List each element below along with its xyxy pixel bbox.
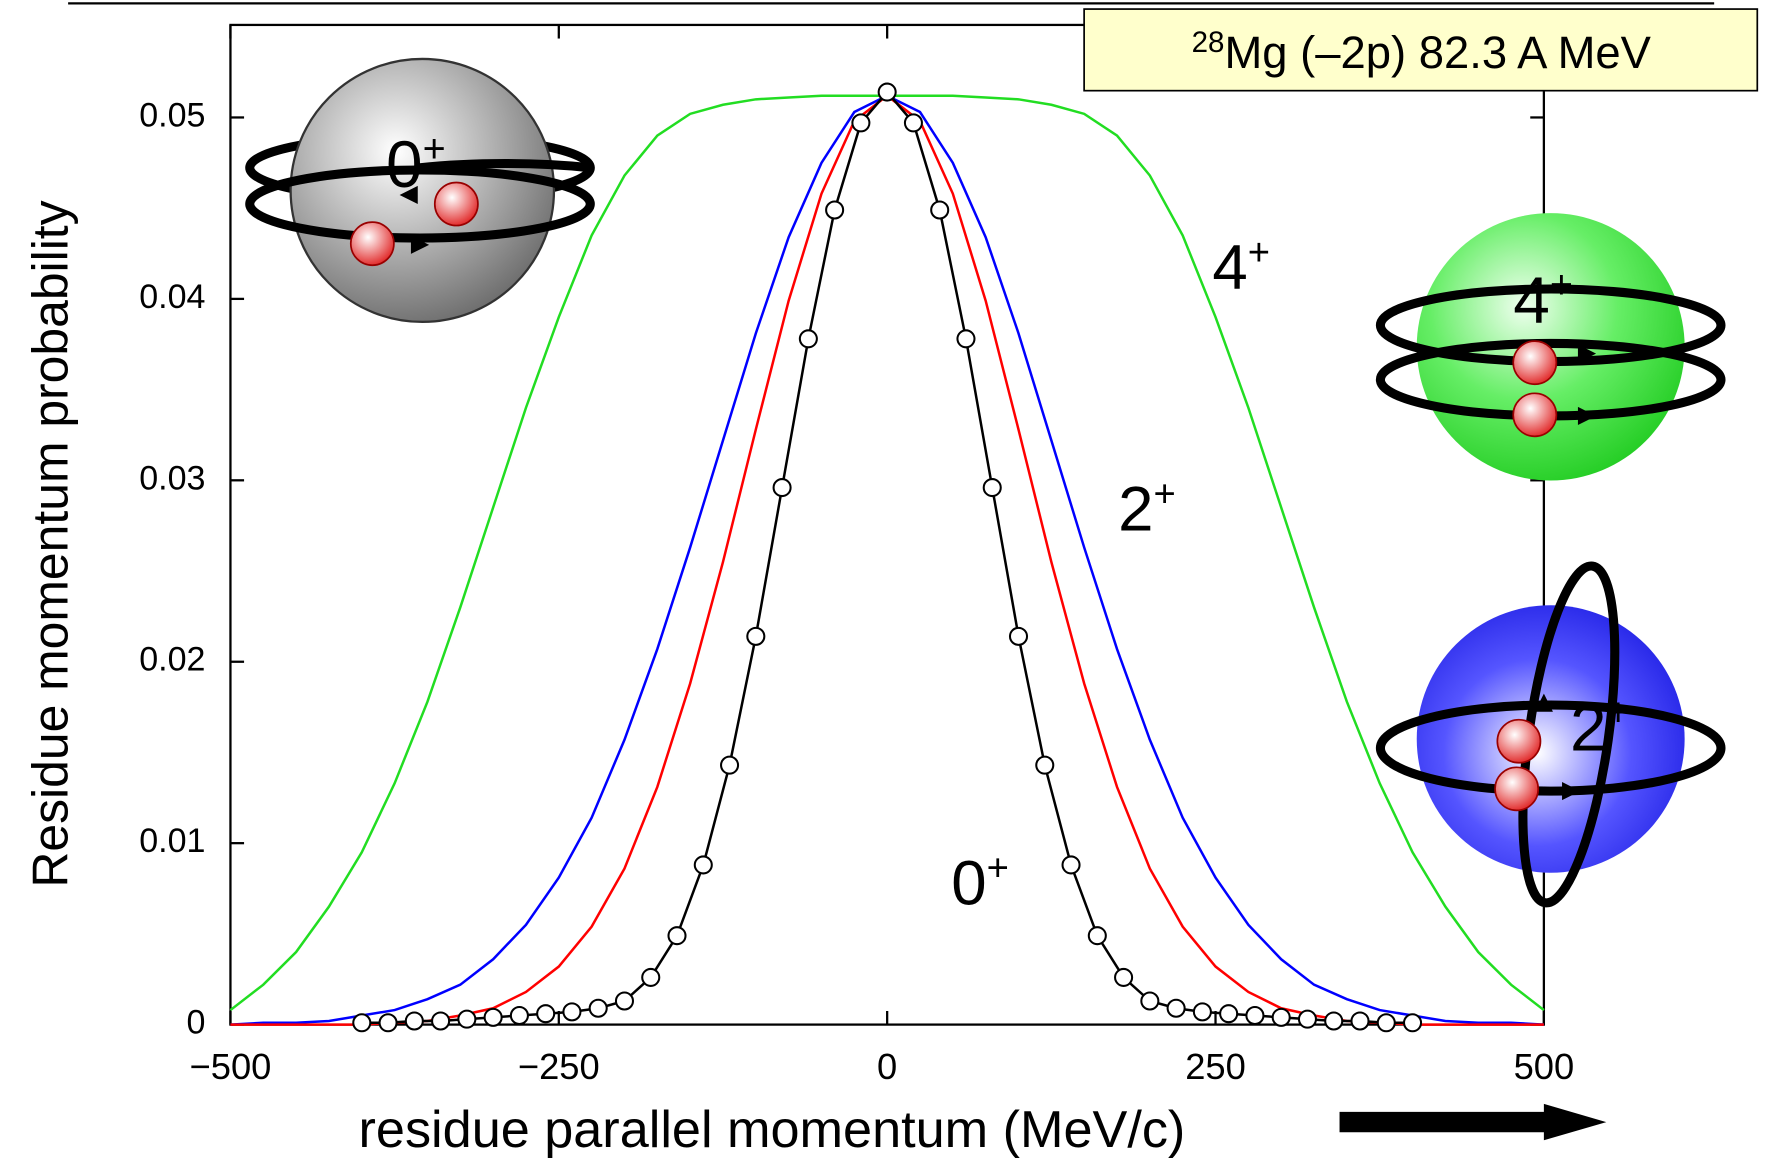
data-point xyxy=(798,329,818,349)
title-text: Mg (–2p) 82.3 A MeV xyxy=(1224,27,1651,78)
icon-label: 0+ xyxy=(386,127,446,201)
icon-label-text: 2 xyxy=(1570,690,1607,764)
orbit xyxy=(419,158,591,173)
data-point xyxy=(1219,1004,1239,1024)
data-point xyxy=(457,1009,477,1029)
data-point xyxy=(667,926,687,946)
proton xyxy=(1512,340,1558,386)
proton xyxy=(433,181,479,227)
orbit-arrow xyxy=(1577,344,1597,426)
data-point xyxy=(1350,1011,1370,1031)
data-point xyxy=(1271,1007,1291,1027)
data-point xyxy=(720,755,740,775)
proton xyxy=(1494,766,1540,812)
data-point xyxy=(588,998,608,1018)
curve-annotation: 0+ xyxy=(951,847,1009,918)
curve-annotation: 2+ xyxy=(1118,473,1176,544)
proton xyxy=(349,221,395,267)
icon-label-superscript: + xyxy=(1607,690,1630,734)
plot-marks xyxy=(229,24,1546,1033)
icon-0plus xyxy=(245,57,595,324)
curve-annotation-superscript: + xyxy=(987,847,1009,889)
x-tick-label: 500 xyxy=(1514,1046,1575,1087)
icon-label: 2+ xyxy=(1570,690,1630,764)
data-point xyxy=(693,855,713,875)
data-point xyxy=(1166,998,1186,1018)
icon-2plus xyxy=(1375,561,1726,908)
data-point xyxy=(1061,855,1081,875)
orbit-arrow xyxy=(1534,693,1581,801)
data-point xyxy=(1402,1013,1423,1033)
data-point xyxy=(378,1013,398,1033)
data-point xyxy=(1192,1002,1212,1022)
proton xyxy=(1512,392,1558,438)
y-tick-label: 0.04 xyxy=(139,278,205,316)
curve-annotation-text: 2 xyxy=(1118,473,1153,544)
x-tick-label: −250 xyxy=(518,1046,600,1087)
curve-annotation-superscript: + xyxy=(1154,473,1176,515)
curve-annotation-text: 4 xyxy=(1212,232,1247,303)
title-box xyxy=(1083,8,1759,92)
y-axis-label: Residue momentum probability xyxy=(23,200,79,887)
x-tick-label: 0 xyxy=(877,1046,897,1087)
y-tick-label: 0.01 xyxy=(139,822,205,860)
data-point xyxy=(483,1007,503,1027)
orbit xyxy=(1375,700,1726,796)
curve-annotation: 4+ xyxy=(1212,232,1270,303)
data-point xyxy=(982,478,1002,498)
data-point xyxy=(772,478,792,498)
data-point xyxy=(1008,626,1029,646)
data-point xyxy=(352,1013,372,1033)
x-axis-label: residue parallel momentum (MeV/c) xyxy=(359,1101,1186,1159)
icon-4plus xyxy=(1375,213,1726,481)
data-point xyxy=(1376,1013,1396,1033)
data-point xyxy=(930,200,950,220)
orbit xyxy=(245,165,595,243)
data-point xyxy=(614,991,635,1011)
x-tick-label: 250 xyxy=(1185,1046,1246,1087)
data-point xyxy=(1324,1011,1344,1031)
data-point xyxy=(641,967,661,987)
data-point xyxy=(1140,991,1160,1011)
y-tick-label: 0.02 xyxy=(139,641,205,679)
orbit-arrow xyxy=(399,185,430,254)
labels: 4+2+0+0+4+2+ xyxy=(386,127,1630,918)
data-point xyxy=(877,82,897,102)
data-point xyxy=(851,113,871,133)
data-point xyxy=(1035,755,1055,775)
y-tick-label: 0 xyxy=(187,1004,206,1042)
data-point xyxy=(1245,1006,1265,1026)
data-point xyxy=(1087,926,1107,946)
data-point xyxy=(1297,1009,1317,1029)
icon-label-superscript: + xyxy=(1550,263,1573,307)
data-point xyxy=(562,1002,582,1022)
data-point xyxy=(903,113,923,133)
chart-title: 28Mg (–2p) 82.3 A MeV xyxy=(1192,26,1652,78)
x-tick-label: −500 xyxy=(190,1046,272,1087)
icon-label-text: 4 xyxy=(1513,263,1550,337)
data-point xyxy=(1114,967,1134,987)
curve-annotation-text: 0 xyxy=(951,847,986,918)
data-point xyxy=(825,200,845,220)
curve-annotation-superscript: + xyxy=(1248,232,1270,274)
data-point xyxy=(431,1011,451,1031)
data-point xyxy=(404,1011,424,1031)
title-superscript: 28 xyxy=(1192,26,1225,59)
icon-label-text: 0 xyxy=(386,127,423,201)
data-point xyxy=(536,1004,556,1024)
data-point xyxy=(509,1006,529,1026)
icon-label: 4+ xyxy=(1513,263,1573,337)
proton xyxy=(1496,718,1542,764)
y-tick-label: 0.05 xyxy=(139,96,205,134)
direction-arrow xyxy=(1339,1103,1607,1141)
icon-label-superscript: + xyxy=(423,127,446,171)
y-tick-label: 0.03 xyxy=(139,459,205,497)
data-point xyxy=(956,329,976,349)
data-point xyxy=(746,626,766,646)
